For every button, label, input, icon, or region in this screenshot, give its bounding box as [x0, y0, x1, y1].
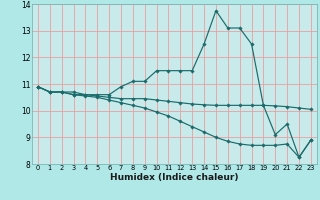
X-axis label: Humidex (Indice chaleur): Humidex (Indice chaleur) [110, 173, 239, 182]
